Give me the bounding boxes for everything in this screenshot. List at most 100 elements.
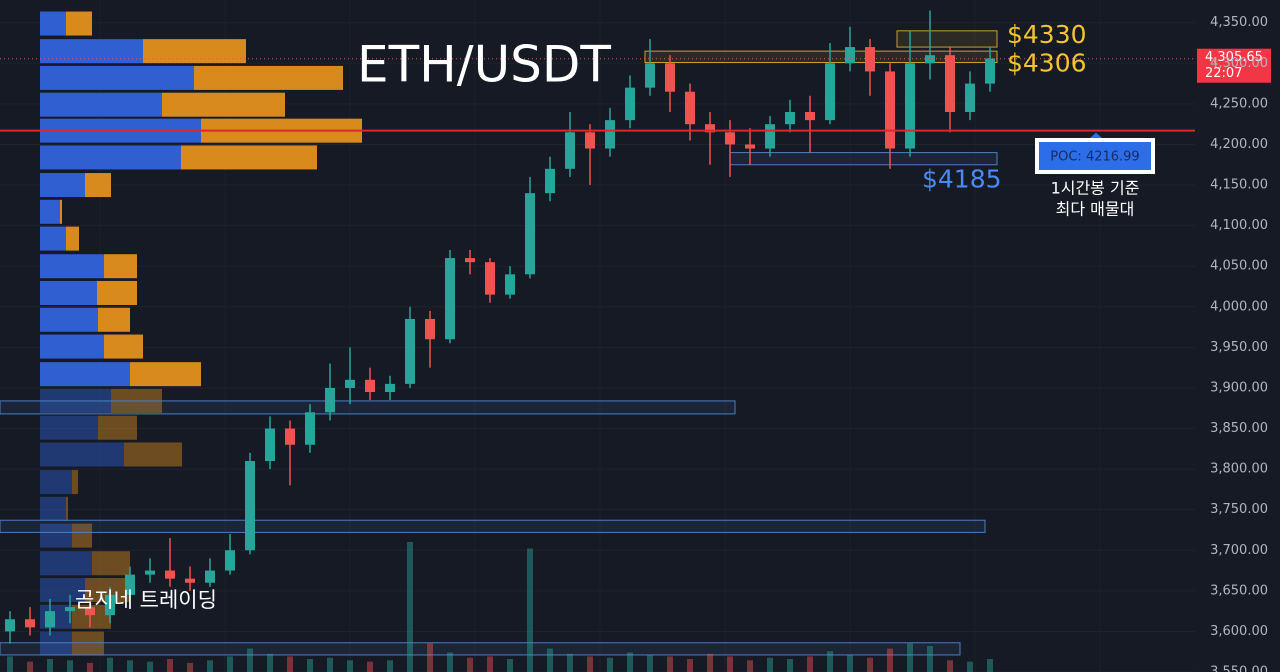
volume-bar xyxy=(47,659,53,672)
level-label: $4330 xyxy=(1007,20,1087,49)
profile-buy xyxy=(40,226,66,251)
volume-bar xyxy=(727,656,733,672)
volume-bar xyxy=(987,659,993,672)
volume-bar xyxy=(927,646,933,672)
poc-box xyxy=(1035,138,1155,174)
volume-bar xyxy=(267,653,273,672)
volume-bar xyxy=(307,659,313,672)
poc-note: 1시간봉 기준 xyxy=(1051,179,1140,198)
countdown-label: 22:07 xyxy=(1205,66,1242,81)
volume-bar xyxy=(687,659,693,672)
profile-sell xyxy=(92,551,130,576)
watermark: 곰지네 트레이딩 xyxy=(75,588,217,612)
profile-sell xyxy=(72,470,78,495)
profile-buy xyxy=(40,39,143,64)
candle-body xyxy=(825,63,835,121)
volume-bar xyxy=(527,548,533,672)
candle-body xyxy=(605,120,615,149)
volume-bar xyxy=(867,657,873,672)
y-tick-label: 4,000.00 xyxy=(1210,299,1268,314)
candle-body xyxy=(5,619,15,632)
poc-pointer xyxy=(1088,132,1104,140)
volume-bar xyxy=(127,660,133,672)
candle-body xyxy=(265,428,275,461)
volume-bar xyxy=(87,662,93,672)
candle-body xyxy=(465,258,475,263)
volume-bar xyxy=(667,656,673,672)
profile-sell xyxy=(98,415,137,440)
profile-buy xyxy=(40,173,85,198)
volume-bar xyxy=(147,661,153,672)
volume-bar xyxy=(767,657,773,672)
y-tick-label: 3,850.00 xyxy=(1210,421,1268,436)
volume-bar xyxy=(807,656,813,672)
volume-bar xyxy=(827,651,833,672)
profile-sell xyxy=(143,39,246,64)
profile-buy xyxy=(40,199,60,224)
candle-body xyxy=(325,387,335,413)
volume-bar xyxy=(27,661,33,672)
candle-body xyxy=(585,132,595,149)
profile-sell xyxy=(66,11,92,36)
volume-bar xyxy=(627,652,633,672)
candle-body xyxy=(245,460,255,551)
volume-bar xyxy=(447,652,453,672)
volume-bar xyxy=(967,661,973,672)
volume-bar xyxy=(707,653,713,672)
candle-body xyxy=(385,383,395,392)
candle-body xyxy=(485,262,495,295)
poc-note: 최다 매물대 xyxy=(1056,200,1135,219)
candle-body xyxy=(865,47,875,72)
candle-body xyxy=(965,83,975,112)
profile-buy xyxy=(40,551,92,576)
profile-buy xyxy=(40,92,162,117)
y-tick-label: 3,750.00 xyxy=(1210,502,1268,517)
candle-body xyxy=(345,379,355,388)
candle-body xyxy=(845,47,855,64)
price-zone xyxy=(0,400,736,415)
y-tick-label: 4,150.00 xyxy=(1210,178,1268,193)
volume-bar xyxy=(107,657,113,672)
y-tick-label: 3,550.00 xyxy=(1210,665,1268,672)
candle-body xyxy=(285,428,295,445)
volume-bars xyxy=(7,542,993,672)
chart-title: ETH/USDT xyxy=(357,36,611,94)
candle-body xyxy=(725,132,735,145)
y-tick-label: 4,200.00 xyxy=(1210,137,1268,152)
price-zone xyxy=(896,30,998,48)
volume-profile xyxy=(40,11,362,656)
current-price-label: 4,305.65 xyxy=(1205,50,1263,65)
profile-sell xyxy=(66,496,68,521)
candle-body xyxy=(125,574,135,595)
candle-body xyxy=(85,607,95,616)
candle-body xyxy=(305,412,315,445)
profile-sell xyxy=(98,307,130,332)
profile-buy xyxy=(40,280,97,305)
volume-bar xyxy=(887,648,893,672)
volume-bar xyxy=(647,655,653,672)
candle-body xyxy=(705,124,715,133)
price-axis xyxy=(1195,0,1280,672)
profile-sell xyxy=(181,145,317,170)
profile-buy xyxy=(40,442,124,467)
y-tick-label: 3,800.00 xyxy=(1210,462,1268,477)
volume-bar xyxy=(207,660,213,672)
candle-body xyxy=(905,63,915,149)
volume-bar xyxy=(547,648,553,672)
profile-buy xyxy=(40,307,98,332)
volume-bar xyxy=(847,655,853,672)
candle-body xyxy=(665,63,675,92)
volume-bar xyxy=(567,653,573,672)
profile-buy xyxy=(40,631,72,656)
volume-bar xyxy=(167,659,173,672)
profile-sell xyxy=(194,65,343,90)
y-tick-label: 4,050.00 xyxy=(1210,259,1268,274)
level-label: $4185 xyxy=(922,165,1002,194)
y-tick-label: 4,250.00 xyxy=(1210,96,1268,111)
volume-bar xyxy=(587,656,593,672)
profile-buy xyxy=(40,496,66,521)
profile-sell xyxy=(97,280,137,305)
profile-sell xyxy=(104,334,143,359)
